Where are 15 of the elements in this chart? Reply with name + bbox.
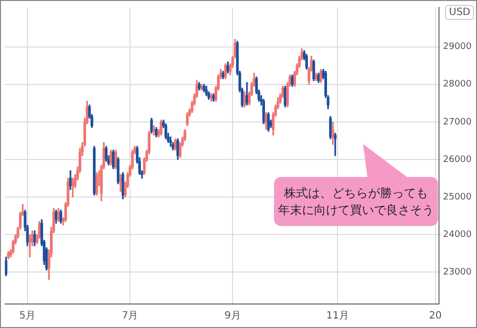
y-tick-label: 28000 [443,80,472,90]
y-tick-label: 29000 [443,42,472,52]
x-tick-label: 5月 [19,310,36,322]
x-tick-label: 9月 [224,310,241,322]
x-tick-label: 11月 [326,310,349,322]
annotation: 株式は、どちらが勝っても [284,186,428,200]
y-tick-label: 23000 [443,267,472,278]
y-tick-label: 25000 [443,192,472,202]
y-tick-label: 26000 [443,154,472,165]
y-tick-label: 27000 [443,117,472,128]
annotation: 年末に向けて買いで良さそう [278,202,434,216]
y-tick-label: 24000 [443,230,472,240]
x-tick-label: 7月 [122,310,138,322]
x-tick-label: 20 [429,310,442,322]
y-axis-title: USD [445,5,474,20]
